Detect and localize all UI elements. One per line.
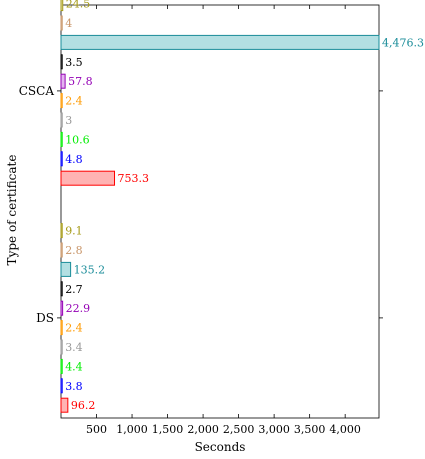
x-tick-label: 4,000 [329, 423, 361, 436]
x-tick-label: 2,000 [187, 423, 219, 436]
bar-csca-s10 [60, 0, 64, 12]
plot-frame [60, 4, 380, 419]
bar-label-ds-s1: 96.2 [71, 399, 96, 412]
x-tick-label: 500 [86, 423, 107, 436]
bar-label-csca-s3: 10.6 [65, 133, 90, 146]
bar-label-csca-s10: 24.5 [66, 0, 91, 11]
bar-csca-s5 [60, 93, 63, 109]
bar-csca-s9 [60, 15, 63, 31]
bar-label-csca-s5: 2.4 [65, 95, 83, 108]
bar-label-ds-s7: 2.7 [65, 283, 83, 296]
bar-group [60, 0, 380, 413]
x-axis-label: Seconds [195, 440, 246, 454]
bar-ds-s10 [60, 223, 63, 239]
bar-label-ds-s9: 2.8 [65, 244, 83, 257]
bar-ds-s7 [60, 281, 63, 297]
bar-label-csca-s1: 753.3 [118, 172, 150, 185]
bar-ds-s5 [60, 320, 63, 336]
x-tick-label: 3,000 [258, 423, 290, 436]
x-tick-label: 1,500 [152, 423, 184, 436]
bar-label-ds-s4: 3.4 [65, 341, 83, 354]
bar-label-ds-s8: 135.2 [74, 263, 106, 276]
bar-ds-s3 [60, 358, 63, 374]
bar-csca-s6 [60, 73, 66, 89]
y-tick-label: DS [36, 311, 54, 325]
bar-label-csca-s6: 57.8 [68, 75, 93, 88]
bar-csca-s4 [60, 112, 63, 128]
bar-csca-s1 [60, 170, 116, 186]
bar-csca-s8 [60, 34, 380, 50]
y-axis-ticks: CSCA DS [19, 84, 383, 325]
bar-label-group: 753.3 4.8 10.6 3 2.4 57.8 3.5 4,476.3 4 24.5 96.2 3… [65, 0, 424, 412]
bar-ds-s9 [60, 242, 63, 258]
bar-csca-s7 [60, 54, 63, 70]
bar-ds-s6 [60, 300, 64, 316]
bar-label-csca-s9: 4 [65, 17, 72, 30]
bar-label-ds-s5: 2.4 [65, 322, 83, 335]
bar-label-ds-s2: 3.8 [65, 380, 83, 393]
bar-label-csca-s2: 4.8 [65, 153, 83, 166]
bar-ds-s4 [60, 339, 63, 355]
bar-label-csca-s8: 4,476.3 [382, 36, 424, 49]
bar-label-ds-s3: 4.4 [65, 360, 83, 373]
bar-label-ds-s6: 22.9 [66, 302, 91, 315]
y-tick-label: CSCA [19, 84, 55, 98]
x-axis-ticks: 500 1,000 1,500 2,000 2,500 3,000 3,500 4,000 [86, 5, 361, 436]
bar-csca-s2 [60, 151, 63, 167]
bar-ds-s1 [60, 397, 69, 413]
bar-label-csca-s7: 3.5 [65, 56, 83, 69]
x-tick-label: 1,000 [116, 423, 148, 436]
bar-csca-s3 [60, 131, 63, 147]
x-tick-label: 2,500 [223, 423, 255, 436]
bar-label-ds-s10: 9.1 [65, 225, 83, 238]
bar-ds-s8 [60, 261, 72, 277]
x-tick-label: 3,500 [294, 423, 326, 436]
bar-label-csca-s4: 3 [65, 114, 72, 127]
y-axis-label: Type of certificate [5, 155, 19, 266]
bar-ds-s2 [60, 378, 63, 394]
